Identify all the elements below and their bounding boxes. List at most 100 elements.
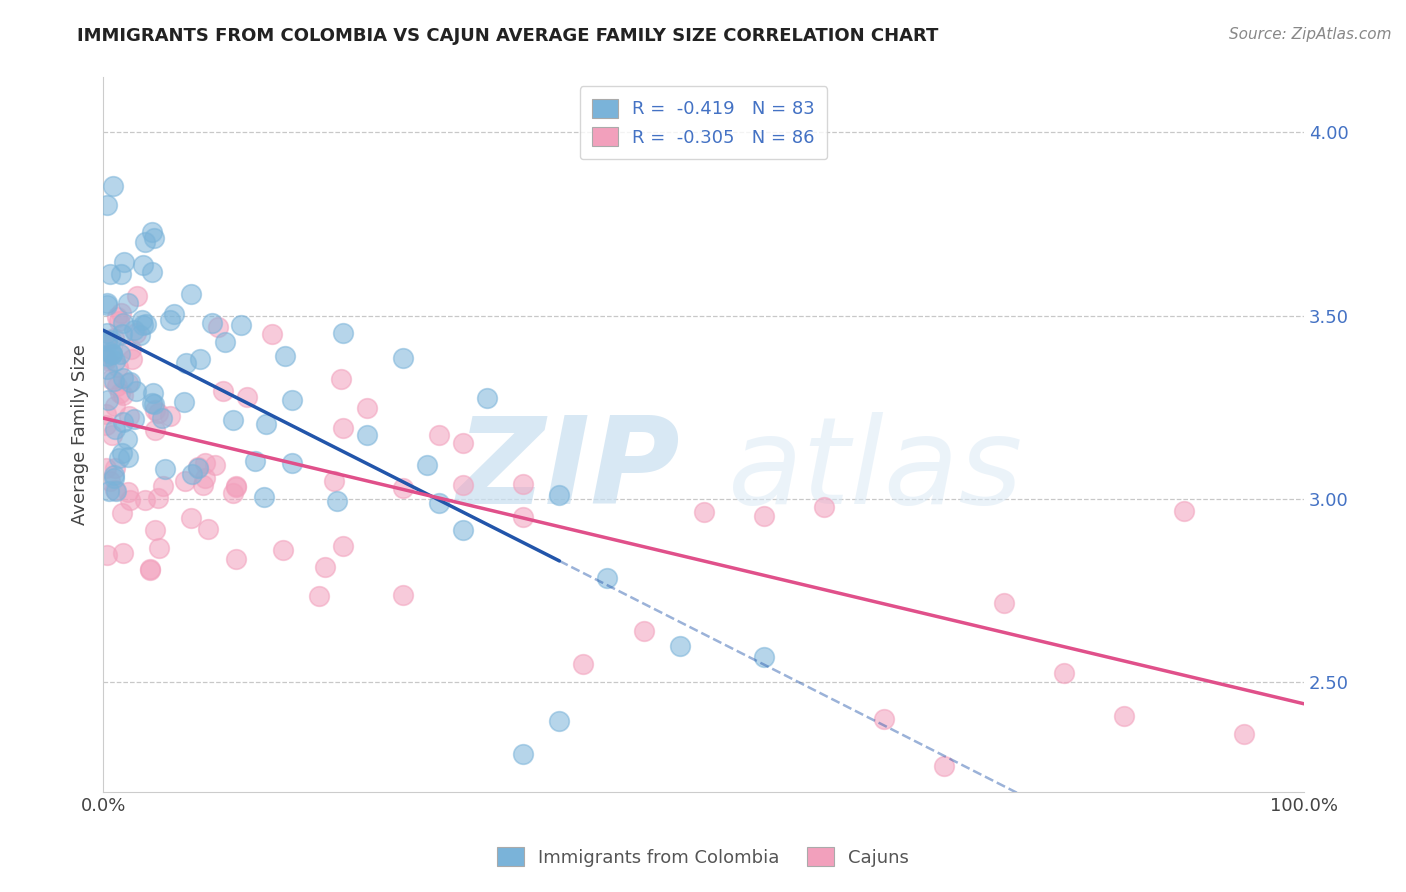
Point	[117, 376, 139, 390]
Point	[752, 508, 775, 523]
Point	[356, 401, 378, 415]
Point	[96, 362, 118, 376]
Point	[512, 510, 534, 524]
Point	[142, 386, 165, 401]
Point	[453, 523, 475, 537]
Point	[104, 422, 127, 436]
Point	[813, 500, 835, 514]
Point	[194, 456, 217, 470]
Point	[201, 316, 224, 330]
Point	[97, 483, 120, 498]
Point	[110, 305, 132, 319]
Point	[281, 392, 304, 407]
Point	[872, 712, 894, 726]
Point	[187, 460, 209, 475]
Point	[141, 265, 163, 279]
Text: IMMIGRANTS FROM COLOMBIA VS CAJUN AVERAGE FAMILY SIZE CORRELATION CHART: IMMIGRANTS FROM COLOMBIA VS CAJUN AVERAG…	[77, 27, 939, 45]
Point	[329, 372, 352, 386]
Point	[548, 488, 571, 502]
Point	[108, 450, 131, 465]
Point	[125, 288, 148, 302]
Point	[94, 407, 117, 421]
Point	[262, 327, 284, 342]
Point	[453, 477, 475, 491]
Point	[222, 413, 245, 427]
Point	[129, 328, 152, 343]
Point	[96, 334, 118, 349]
Point	[96, 198, 118, 212]
Point	[94, 418, 117, 433]
Point	[427, 428, 450, 442]
Point	[101, 347, 124, 361]
Point	[141, 226, 163, 240]
Point	[124, 323, 146, 337]
Point	[150, 410, 173, 425]
Point	[131, 312, 153, 326]
Point	[121, 352, 143, 367]
Text: ZIP: ZIP	[456, 412, 679, 529]
Point	[104, 483, 127, 498]
Point	[993, 596, 1015, 610]
Point	[117, 296, 139, 310]
Point	[214, 335, 236, 350]
Text: atlas: atlas	[727, 412, 1024, 529]
Point	[97, 393, 120, 408]
Point	[229, 318, 252, 332]
Point	[1233, 727, 1256, 741]
Point	[105, 483, 128, 498]
Point	[103, 179, 125, 194]
Point	[668, 639, 690, 653]
Point	[146, 406, 169, 420]
Point	[94, 461, 117, 475]
Point	[104, 354, 127, 368]
Point	[174, 356, 197, 370]
Point	[100, 345, 122, 359]
Point	[118, 376, 141, 390]
Point	[332, 326, 354, 340]
Point	[427, 496, 450, 510]
Point	[96, 349, 118, 363]
Point	[111, 506, 134, 520]
Point	[225, 479, 247, 493]
Point	[332, 539, 354, 553]
Point	[139, 562, 162, 576]
Point	[134, 492, 156, 507]
Point	[392, 588, 415, 602]
Point	[180, 286, 202, 301]
Point	[112, 255, 135, 269]
Point	[111, 446, 134, 460]
Y-axis label: Average Family Size: Average Family Size	[72, 344, 89, 525]
Point	[96, 298, 118, 312]
Point	[1173, 504, 1195, 518]
Point	[692, 504, 714, 518]
Point	[453, 436, 475, 450]
Point	[173, 395, 195, 409]
Point	[225, 552, 247, 566]
Point	[122, 412, 145, 426]
Point	[155, 461, 177, 475]
Point	[118, 409, 141, 423]
Point	[143, 523, 166, 537]
Point	[188, 352, 211, 367]
Point	[112, 546, 135, 560]
Point	[110, 267, 132, 281]
Point	[193, 477, 215, 491]
Point	[416, 458, 439, 473]
Point	[146, 491, 169, 505]
Point	[181, 467, 204, 481]
Point	[132, 258, 155, 272]
Point	[274, 349, 297, 363]
Point	[125, 326, 148, 340]
Point	[572, 657, 595, 672]
Point	[332, 421, 354, 435]
Point	[281, 457, 304, 471]
Point	[308, 589, 330, 603]
Point	[173, 475, 195, 489]
Point	[120, 343, 142, 357]
Point	[110, 386, 132, 401]
Point	[104, 461, 127, 475]
Point	[204, 458, 226, 472]
Point	[98, 347, 121, 361]
Point	[135, 317, 157, 331]
Point	[94, 351, 117, 366]
